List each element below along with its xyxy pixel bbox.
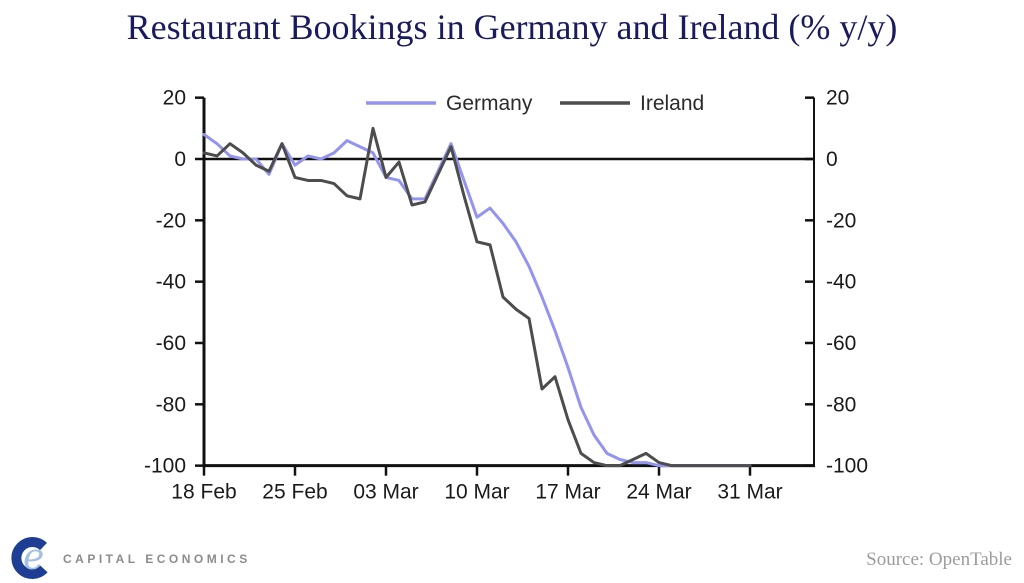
chart-title: Restaurant Bookings in Germany and Irela…	[126, 7, 898, 47]
y-tick-label-right: -40	[826, 271, 856, 294]
y-tick-label-right: -100	[826, 455, 868, 478]
logo-text: CAPITAL ECONOMICS	[63, 552, 251, 566]
y-tick-label-left: -20	[156, 209, 186, 232]
y-tick-label-right: -20	[826, 209, 856, 232]
series-line-ireland	[202, 126, 752, 468]
y-tick-label-left: 0	[174, 148, 186, 171]
y-tick-label-right: 20	[826, 87, 849, 110]
legend-label-germany: Germany	[446, 92, 533, 115]
y-tick-label-left: 20	[163, 87, 186, 110]
logo-c-shape	[11, 537, 48, 579]
x-tick-label: 24 Mar	[626, 481, 691, 504]
x-tick-label: 25 Feb	[262, 481, 327, 504]
logo-e-shape: e	[23, 537, 44, 578]
y-tick-label-left: -60	[156, 332, 186, 355]
y-tick-label-right: 0	[826, 148, 838, 171]
x-tick-label: 17 Mar	[535, 481, 600, 504]
line-chart: 20 20 0 0 -20 -20 -40 -40 -60 -60 -80 -80 -100 -100 18…	[144, 87, 868, 504]
capital-economics-logo-icon: e	[11, 537, 48, 579]
y-tick-label-right: -60	[826, 332, 856, 355]
y-tick-label-left: -40	[156, 271, 186, 294]
y-tick-label-left: -100	[144, 455, 186, 478]
series-line-germany	[202, 132, 752, 468]
x-tick-label: 03 Mar	[353, 481, 418, 504]
capital-economics-logo: e CAPITAL ECONOMICS	[10, 533, 251, 581]
source-attribution: Source: OpenTable	[866, 549, 1012, 570]
x-tick-label: 31 Mar	[717, 481, 782, 504]
y-tick-label-left: -80	[156, 393, 186, 416]
legend-label-ireland: Ireland	[640, 92, 704, 115]
x-tick-label: 18 Feb	[171, 481, 236, 504]
x-tick-label: 10 Mar	[444, 481, 509, 504]
y-tick-label-right: -80	[826, 393, 856, 416]
